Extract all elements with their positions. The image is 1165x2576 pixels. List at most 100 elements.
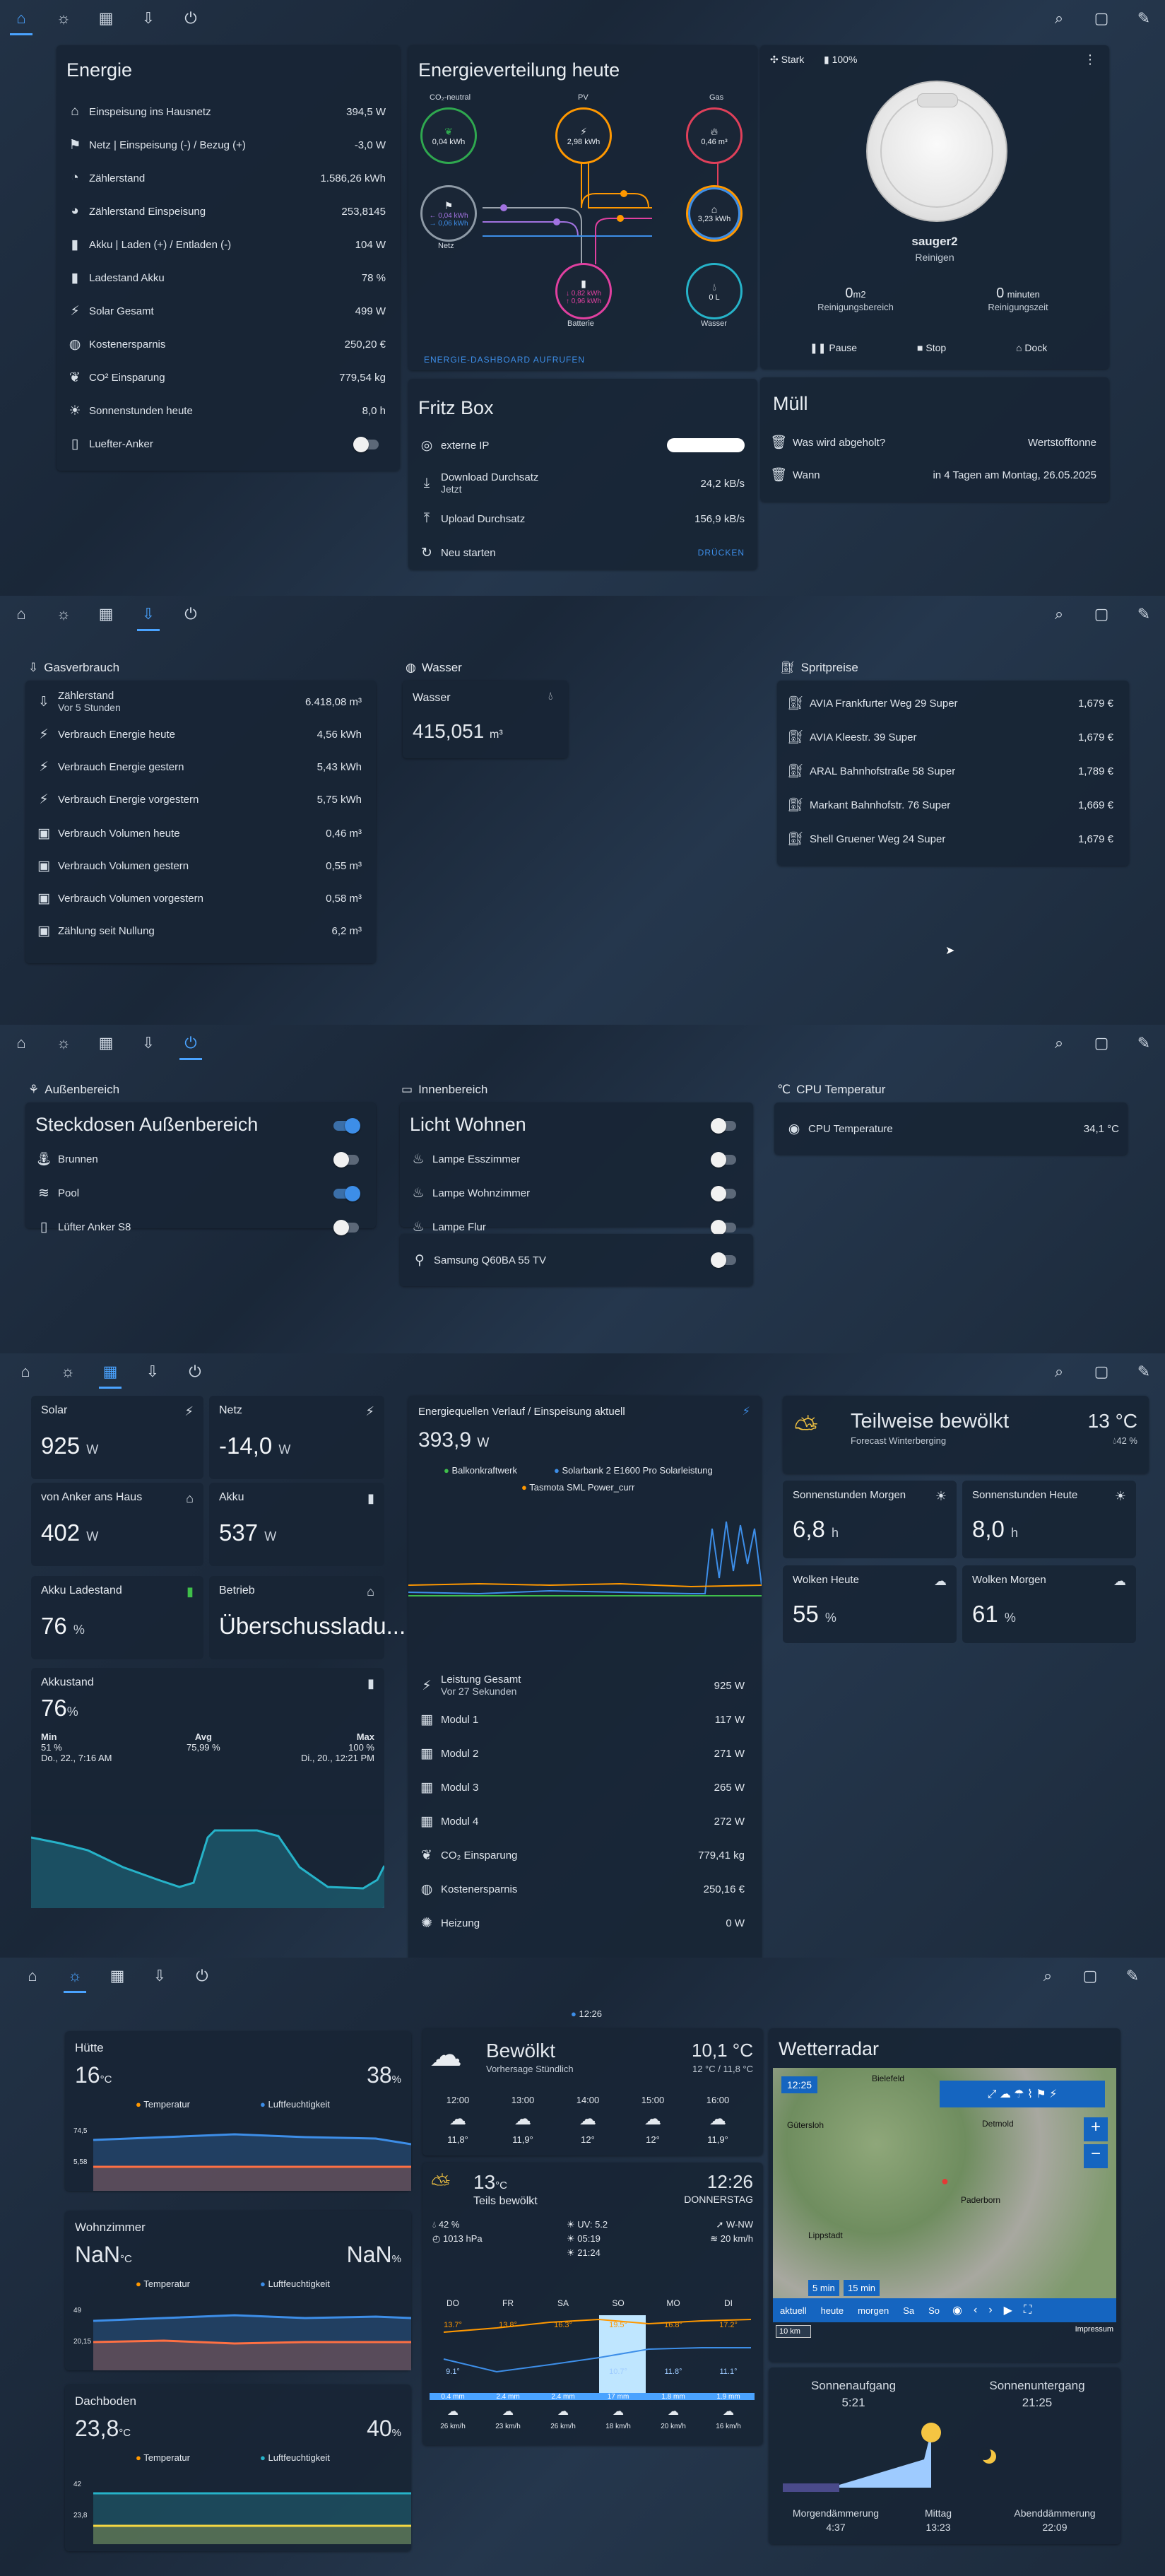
search-icon[interactable]: ⌕ <box>1054 9 1064 27</box>
pv-circle[interactable]: ⚡ 2,98 kWh <box>555 107 612 164</box>
dock-button[interactable]: ⌂ Dock <box>1016 342 1048 353</box>
indoor-toggle[interactable] <box>711 1152 736 1168</box>
fan-row[interactable]: ▯ Luefter-Anker <box>61 434 386 454</box>
outdoor-master-toggle[interactable] <box>333 1118 360 1134</box>
outdoor-toggle[interactable] <box>333 1186 360 1201</box>
stat-tile[interactable]: Netz ⚡ -14,0 W <box>209 1396 384 1479</box>
gas-icon[interactable]: ⇩ <box>141 9 155 27</box>
radar-5min[interactable]: 5 min <box>808 2280 839 2296</box>
radar-play-icon[interactable]: ▶ <box>1003 2305 1012 2317</box>
fan-toggle[interactable] <box>353 437 379 452</box>
indoor-row[interactable]: ♨ Lampe Flur <box>404 1217 736 1237</box>
water-circle[interactable]: 💧︎ 0 L <box>686 263 743 319</box>
solar-panel-icon[interactable]: ▦ <box>110 1967 125 1984</box>
sensor-card[interactable]: Wohnzimmer NaN°C NaN% ● Temperatur ● Luftfeu… <box>65 2211 411 2370</box>
weather-icon[interactable]: ☼ <box>54 1958 96 1994</box>
radar-zoom-in[interactable]: + <box>1084 2117 1108 2141</box>
power-icon[interactable]: ⏻ <box>189 1363 201 1380</box>
radar-day-button[interactable]: So <box>928 2305 940 2316</box>
indoor-row[interactable]: ♨ Lampe Esszimmer <box>404 1149 736 1169</box>
radar-play-icon[interactable]: ◉ <box>952 2305 962 2317</box>
radar-fullscreen-icon[interactable]: ⛶ <box>1023 2304 1032 2316</box>
weather-icon[interactable]: ☼ <box>56 9 71 27</box>
weather-tile[interactable]: Wolken Morgen ☁ 61 % <box>962 1565 1136 1643</box>
indoor-toggle[interactable] <box>711 1186 736 1201</box>
tv-toggle[interactable] <box>711 1252 736 1268</box>
more-icon[interactable]: ⋮ <box>1084 52 1096 66</box>
weather-icon[interactable]: ☼ <box>56 605 71 623</box>
edit-icon[interactable]: ✎ <box>1137 1363 1151 1380</box>
tv-row[interactable]: ⚲ Samsung Q60BA 55 TV <box>406 1249 745 1271</box>
search-icon[interactable]: ⌕ <box>1043 1967 1053 1984</box>
gas-icon[interactable]: ⇩ <box>146 1363 160 1380</box>
search-icon[interactable]: ⌕ <box>1054 605 1064 623</box>
pause-button[interactable]: ❚❚ Pause <box>810 342 858 353</box>
fan-speed[interactable]: ✣ Stark <box>770 54 805 65</box>
home-icon[interactable]: ⌂ <box>28 1967 37 1984</box>
home-icon[interactable]: ⌂ <box>20 1363 30 1380</box>
edit-icon[interactable]: ✎ <box>1137 605 1151 623</box>
stat-tile[interactable]: Solar ⚡ 925 W <box>31 1396 203 1479</box>
radar-prev-icon[interactable]: ‹ <box>973 2304 978 2316</box>
sensor-card[interactable]: Dachboden 23,8°C 40% ● Temperatur ● Luftfeuc… <box>65 2384 411 2551</box>
weather-icon[interactable]: ☼ <box>60 1363 76 1380</box>
solar-panel-icon[interactable]: ▦ <box>89 1353 131 1390</box>
weather-tile[interactable]: Wolken Heute ☁ 55 % <box>783 1565 957 1643</box>
search-icon[interactable]: ⌕ <box>1054 1363 1064 1380</box>
stat-tile[interactable]: Akku ▮ 537 W <box>209 1483 384 1566</box>
edit-icon[interactable]: ✎ <box>1137 1034 1151 1052</box>
assist-icon[interactable]: ▢ <box>1082 1967 1098 1984</box>
indoor-row[interactable]: ♨ Lampe Wohnzimmer <box>404 1183 736 1203</box>
outdoor-row[interactable]: ⛲︎ Brunnen <box>30 1149 362 1169</box>
radar-day-button[interactable]: morgen <box>858 2305 889 2316</box>
battery-circle[interactable]: ▮ ↓ 0,82 kWh ↑ 0,96 kWh <box>555 263 612 319</box>
radar-next-icon[interactable]: › <box>988 2304 993 2316</box>
search-icon[interactable]: ⌕ <box>1054 1034 1064 1052</box>
stat-tile[interactable]: Akku Ladestand ▮ 76 % <box>31 1576 203 1659</box>
assist-icon[interactable]: ▢ <box>1094 1034 1109 1052</box>
cpu-row[interactable]: ◉ CPU Temperature 34,1 °C <box>780 1118 1119 1139</box>
home-circle[interactable]: ⌂ 3,23 kWh <box>686 185 743 242</box>
radar-day-button[interactable]: heute <box>820 2305 844 2316</box>
outdoor-toggle[interactable] <box>333 1220 359 1235</box>
solar-panel-icon[interactable]: ▦ <box>98 1034 114 1052</box>
co2-circle[interactable]: ❦ 0,04 kWh <box>420 107 477 164</box>
outdoor-toggle[interactable] <box>333 1152 359 1168</box>
radar-15min[interactable]: 15 min <box>844 2280 880 2296</box>
indoor-toggle[interactable] <box>711 1220 736 1235</box>
power-icon[interactable]: ⏻ <box>184 9 197 27</box>
power-icon[interactable]: ⏻ <box>196 1967 208 1984</box>
radar-map[interactable]: 12:25 + − ⤢ ☁ ☂ ⌇ ⚑ ⚡ ● 5 min 15 min akt… <box>773 2068 1116 2322</box>
energy-dashboard-link[interactable]: ENERGIE-DASHBOARD AUFRUFEN <box>424 355 586 365</box>
stop-button[interactable]: ■ Stop <box>917 342 947 353</box>
radar-day-button[interactable]: aktuell <box>780 2305 807 2316</box>
weather-tile[interactable]: Sonnenstunden Morgen ☀ 6,8 h <box>783 1481 957 1558</box>
radar-day-button[interactable]: Sa <box>903 2305 915 2316</box>
gas-icon[interactable]: ⇩ <box>153 1967 167 1984</box>
gas-icon[interactable]: ⇩ <box>127 596 170 633</box>
radar-zoom-out[interactable]: − <box>1084 2144 1108 2168</box>
assist-icon[interactable]: ▢ <box>1094 605 1109 623</box>
home-icon[interactable]: ⌂ <box>0 0 42 37</box>
assist-icon[interactable]: ▢ <box>1094 9 1109 27</box>
home-icon[interactable]: ⌂ <box>16 605 26 623</box>
stat-tile[interactable]: Betrieb ⌂ Überschussladu... <box>209 1576 406 1659</box>
assist-icon[interactable]: ▢ <box>1094 1363 1109 1380</box>
radar-impressum[interactable]: Impressum <box>1075 2325 1113 2334</box>
power-icon[interactable]: ⏻ <box>184 605 197 623</box>
edit-icon[interactable]: ✎ <box>1125 1967 1140 1984</box>
solar-panel-icon[interactable]: ▦ <box>98 605 114 623</box>
home-icon[interactable]: ⌂ <box>16 1034 26 1052</box>
fan-row[interactable] <box>66 476 389 498</box>
sensor-card[interactable]: Hütte 16°C 38% ● Temperatur ● Luftfeuchtigke… <box>65 2031 411 2191</box>
power-icon[interactable]: ⏻ <box>170 1025 212 1061</box>
gas-circle[interactable]: 🔥︎ 0,46 m³ <box>686 107 743 164</box>
solar-panel-icon[interactable]: ▦ <box>98 9 114 27</box>
weather-icon[interactable]: ☼ <box>56 1034 71 1052</box>
radar-layer-bar[interactable]: ⤢ ☁ ☂ ⌇ ⚑ ⚡ <box>940 2081 1105 2107</box>
edit-icon[interactable]: ✎ <box>1137 9 1151 27</box>
outdoor-row[interactable]: ▯ Lüfter Anker S8 <box>30 1217 362 1237</box>
outdoor-row[interactable]: ≋ Pool <box>30 1183 362 1203</box>
netz-circle[interactable]: ⚑ ← 0,04 kWh → 0,06 kWh <box>420 185 477 242</box>
weather-tile[interactable]: Sonnenstunden Heute ☀ 8,0 h <box>962 1481 1136 1558</box>
